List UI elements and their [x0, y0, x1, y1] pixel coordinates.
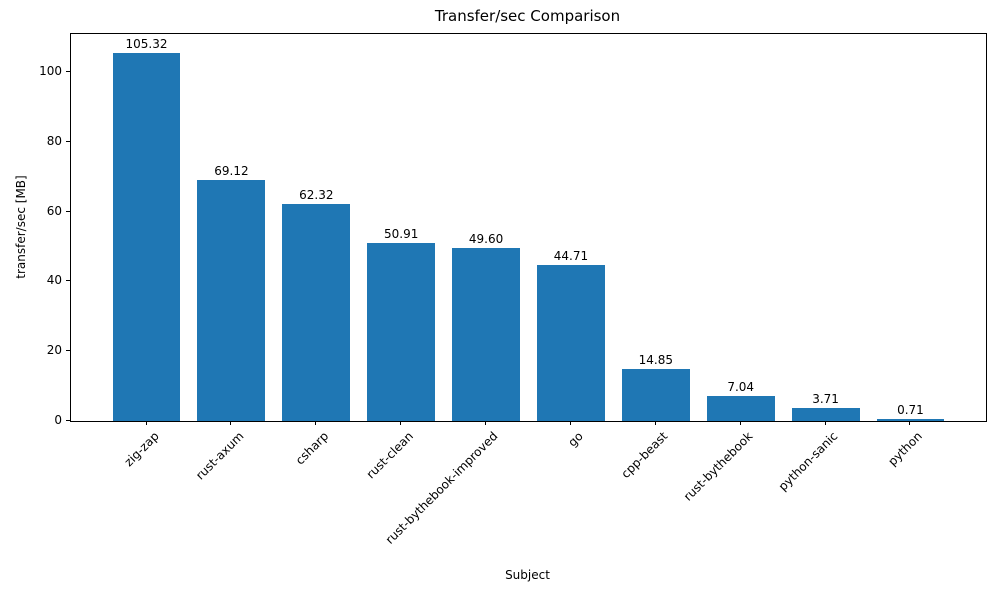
- bar: [706, 396, 775, 421]
- x-tick-label: cpp-beast: [618, 429, 671, 481]
- y-tick-mark: [66, 420, 70, 421]
- y-tick-label: 60: [46, 203, 62, 218]
- bar: [536, 264, 605, 421]
- bar-value-label: 0.71: [897, 402, 924, 417]
- bar: [876, 418, 945, 421]
- x-tick-label: python-sanic: [775, 429, 841, 494]
- x-tick-mark: [739, 421, 741, 425]
- bar: [621, 369, 690, 421]
- x-tick-mark: [145, 421, 147, 425]
- x-tick-label: go: [565, 429, 586, 450]
- y-tick-label: 20: [46, 343, 62, 358]
- y-tick-mark: [66, 140, 70, 142]
- bar: [367, 243, 436, 421]
- bar-value-label: 62.32: [299, 187, 334, 202]
- chart-title: Transfer/sec Comparison: [434, 7, 621, 25]
- bar-value-label: 44.71: [553, 248, 589, 263]
- x-tick-label: csharp: [292, 429, 332, 468]
- bar: [282, 203, 351, 421]
- x-tick-label: zig-zap: [121, 429, 162, 470]
- x-tick-mark: [400, 421, 402, 425]
- x-tick-label: rust-bythebook: [681, 429, 756, 504]
- x-tick-label: rust-axum: [192, 429, 247, 483]
- x-tick-label: rust-clean: [363, 429, 417, 482]
- bar: [452, 247, 520, 421]
- plot-area: 105.32 69.12 62.32 50.91 49.60 44.71 14.85 7.04…: [70, 33, 987, 422]
- y-axis-title: transfer/sec [MB]: [14, 175, 28, 279]
- y-tick-mark: [66, 71, 70, 73]
- x-tick-mark: [824, 421, 826, 425]
- bar-value-label: 14.85: [638, 353, 673, 368]
- y-tick-label: 80: [46, 133, 62, 148]
- bar-value-label: 7.04: [727, 380, 755, 395]
- x-tick-mark: [654, 421, 656, 425]
- y-tick-mark: [66, 280, 70, 282]
- bar-value-label: 49.60: [468, 231, 504, 246]
- y-tick-label: 0: [54, 413, 62, 427]
- bar: [112, 53, 181, 421]
- x-tick-label: python: [885, 429, 926, 469]
- x-tick-mark: [569, 421, 571, 425]
- x-tick-mark: [315, 421, 317, 425]
- bar-value-label: 105.32: [125, 37, 168, 52]
- bar-value-label: 50.91: [383, 227, 419, 242]
- y-tick-mark: [66, 210, 70, 212]
- bar: [791, 408, 860, 421]
- y-tick-label: 40: [46, 273, 62, 288]
- bar: [197, 179, 266, 421]
- y-tick-label: 100: [39, 64, 62, 79]
- bar-value-label: 69.12: [214, 163, 249, 178]
- x-tick-mark: [230, 421, 232, 425]
- x-tick-mark: [909, 421, 911, 425]
- x-tick-mark: [485, 421, 487, 425]
- y-tick-mark: [66, 350, 70, 352]
- x-axis-title: Subject: [505, 568, 550, 582]
- bar-value-label: 3.71: [812, 392, 839, 407]
